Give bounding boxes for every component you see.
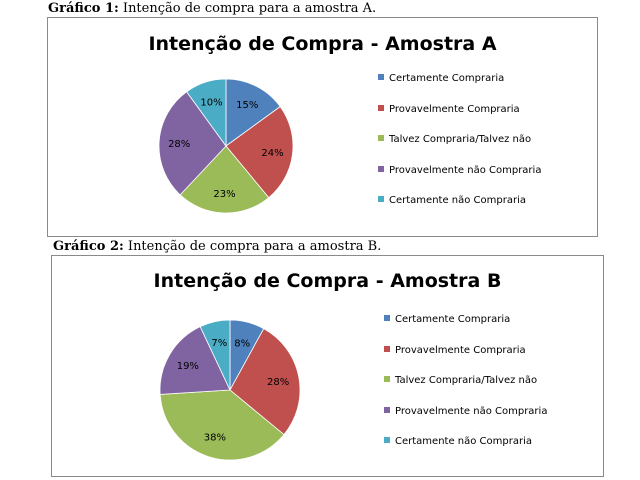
pie-slice [158, 91, 227, 196]
legend-item: Provavelmente não Compraria [378, 165, 541, 176]
legend-swatch [378, 166, 384, 172]
slice-label: 15% [236, 100, 258, 111]
pie-chart-b: 8% 28% 38% 19% 7% [159, 319, 301, 461]
legend-label: Provavelmente Compraria [395, 345, 526, 356]
legend-swatch [384, 346, 390, 352]
legend-label: Provavelmente Compraria [389, 104, 520, 115]
legend-label: Provavelmente não Compraria [389, 165, 542, 176]
pie-slice [225, 106, 294, 199]
slice-label: 28% [267, 377, 289, 388]
legend-item: Certamente não Compraria [384, 436, 532, 447]
slice-label: 19% [177, 361, 199, 372]
slice-label: 8% [234, 339, 250, 350]
legend-item: Certamente não Compraria [378, 195, 526, 206]
slice-label: 10% [200, 97, 222, 108]
legend-swatch [384, 437, 390, 443]
chart-title: Intenção de Compra - Amostra B [153, 270, 502, 292]
legend-item: Provavelmente Compraria [378, 104, 520, 115]
legend-swatch [384, 376, 390, 382]
legend-label: Certamente não Compraria [389, 195, 526, 206]
chart-panel-b: Intenção de Compra - Amostra B 8% 28% 38% 1… [51, 255, 604, 477]
legend-item: Talvez Compraria/Talvez não [384, 375, 537, 386]
pie-slice [159, 389, 285, 461]
chart-title: Intenção de Compra - Amostra A [148, 33, 497, 55]
caption-prefix: Gráfico 2: [53, 239, 124, 254]
legend-swatch [378, 196, 384, 202]
legend-swatch [384, 315, 390, 321]
slice-label: 7% [211, 338, 227, 349]
legend-label: Certamente não Compraria [395, 436, 532, 447]
figure-caption-2: Gráfico 2: Intenção de compra para a amo… [53, 239, 381, 254]
slice-label: 23% [213, 189, 235, 200]
legend-swatch [384, 407, 390, 413]
legend-item: Certamente Compraria [378, 73, 504, 84]
legend-swatch [378, 135, 384, 141]
legend-item: Provavelmente não Compraria [384, 406, 547, 417]
legend-label: Talvez Compraria/Talvez não [389, 134, 532, 145]
legend-item: Certamente Compraria [384, 314, 510, 325]
caption-text: Intenção de compra para a amostra B. [123, 239, 382, 254]
pie-chart-a: 15% 24% 23% 28% 10% [158, 78, 294, 214]
slice-label: 28% [168, 139, 190, 150]
slice-label: 38% [204, 433, 226, 444]
chart-panel-a: Intenção de Compra - Amostra A 15% 24% 23%… [47, 17, 598, 237]
caption-prefix: Gráfico 1: [48, 1, 119, 16]
slice-label: 24% [261, 148, 283, 159]
pie-slice [159, 326, 231, 395]
legend-swatch [378, 74, 384, 80]
pie-slice [186, 78, 227, 148]
legend-label: Certamente Compraria [395, 314, 511, 325]
figure-caption-1: Gráfico 1: Intenção de compra para a amo… [48, 1, 376, 16]
legend-label: Talvez Compraria/Talvez não [395, 375, 538, 386]
legend-label: Provavelmente não Compraria [395, 406, 548, 417]
legend-swatch [378, 105, 384, 111]
legend-item: Provavelmente Compraria [384, 345, 526, 356]
pie-slice [199, 319, 231, 391]
pie-slice [225, 78, 281, 147]
legend-label: Certamente Compraria [389, 73, 505, 84]
pie-slice [229, 328, 301, 436]
legend-item: Talvez Compraria/Talvez não [378, 134, 531, 145]
pie-slice [179, 145, 270, 214]
caption-text: Intenção de compra para a amostra A. [118, 1, 377, 16]
